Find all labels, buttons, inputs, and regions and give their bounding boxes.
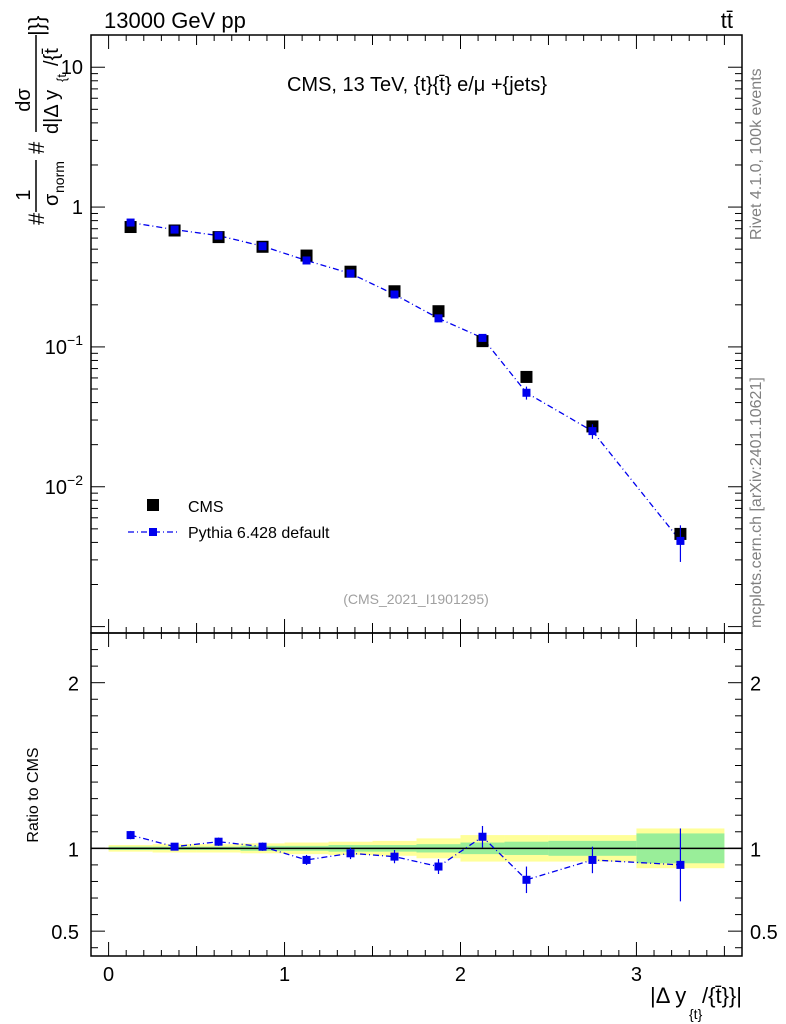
legend: CMS Pythia 6.428 default: [128, 499, 330, 542]
ratio-data-point: [214, 837, 223, 846]
legend-pythia-label: Pythia 6.428 default: [188, 525, 330, 542]
pythia-series-line: [130, 221, 681, 542]
ratio-y-tick-label-right: 1: [750, 839, 761, 861]
pythia-data-point: [390, 290, 399, 299]
xlabel-tbar: /{t̄}}|: [702, 983, 742, 1008]
pythia-data-point: [170, 225, 179, 234]
ratio-y-axis-label: Ratio to CMS: [25, 747, 42, 842]
analysis-tag: (CMS_2021_I1901295): [343, 591, 489, 607]
main-y-tick-label: 10−2: [45, 472, 83, 499]
main-panel-axes: 10 1 10−1 10−2: [45, 34, 743, 634]
x-tick-label: 2: [455, 964, 466, 986]
pythia-data-point: [434, 314, 443, 323]
ratio-series-line: [130, 834, 681, 881]
process-label: tt̄: [721, 8, 733, 33]
cms-data-point: [520, 370, 533, 383]
ratio-data-point: [434, 862, 443, 871]
main-y-axis-label: # 1 σ norm # dσ d|Δ y {t /{t̄ |}}: [13, 16, 69, 225]
ratio-data-point: [126, 831, 135, 840]
xlabel-sub-t: {t}: [689, 1006, 703, 1022]
energy-label: 13000 GeV pp: [104, 8, 246, 33]
ylabel-slash-tbar: /{t̄: [41, 48, 63, 66]
mcplots-label: mcplots.cern.ch [arXiv:2401.10621]: [748, 377, 765, 628]
pythia-data-point: [676, 536, 685, 545]
pythia-data-point: [478, 333, 487, 342]
ylabel-sigma: σ: [41, 193, 63, 206]
x-tick-label: 0: [103, 964, 114, 986]
ratio-data-point: [522, 875, 531, 884]
plot-title: CMS, 13 TeV, {t}{t̄} e/μ +{jets}: [287, 74, 547, 96]
main-panel-frame: [90, 34, 743, 634]
main-y-tick-label: 1: [72, 197, 83, 219]
ratio-y-tick-label-right: 2: [750, 674, 761, 696]
ratio-y-tick-label-left: 0.5: [51, 922, 79, 944]
ratio-data-point: [302, 855, 311, 864]
ratio-y-tick-label-left: 1: [68, 839, 79, 861]
legend-pythia-marker: [149, 528, 157, 536]
ratio-panel-frame: [90, 632, 743, 957]
ratio-data-point: [390, 852, 399, 861]
legend-cms-marker: [147, 499, 159, 511]
ratio-y-tick-label-right: 0.5: [750, 922, 778, 944]
x-axis-label: |Δ y {t} /{t̄}}|: [650, 983, 742, 1022]
cms-data-point: [124, 221, 137, 234]
cms-data-point: [432, 305, 445, 318]
ylabel-norm: norm: [51, 161, 67, 193]
ylabel-d-delta-y: d|Δ y: [41, 90, 63, 134]
ylabel-one: 1: [13, 189, 35, 200]
ratio-panel-marks: [126, 825, 685, 902]
x-tick-label: 1: [279, 964, 290, 986]
ratio-data-point: [258, 842, 267, 851]
pythia-data-point: [214, 231, 223, 240]
ylabel-dsigma: dσ: [13, 88, 35, 112]
ratio-data-point: [478, 832, 487, 841]
ratio-data-point: [588, 855, 597, 864]
main-y-tick-label: 10−1: [45, 332, 83, 359]
pythia-data-point: [346, 269, 355, 278]
ratio-data-point: [170, 842, 179, 851]
main-panel-marks: [124, 218, 687, 562]
ylabel-hash-2: #: [24, 141, 49, 154]
ylabel-sub-t: {t: [54, 74, 69, 82]
pythia-data-point: [588, 427, 597, 436]
rivet-version-label: Rivet 4.1.0, 100k events: [748, 68, 765, 240]
ylabel-close: |}}: [24, 16, 49, 36]
pythia-data-point: [258, 242, 267, 251]
ratio-data-point: [346, 849, 355, 858]
pythia-data-point: [302, 256, 311, 265]
x-tick-label: 3: [631, 964, 642, 986]
pythia-data-point: [522, 388, 531, 397]
pythia-data-point: [126, 218, 135, 227]
ylabel-hash-1: #: [24, 212, 49, 225]
main-y-tick-label: 10: [61, 57, 83, 79]
ratio-data-point: [676, 860, 685, 869]
ratio-panel-axes: 0 1 2 3 2 2 1 1 0.5 0.5: [51, 632, 778, 986]
legend-cms-label: CMS: [188, 499, 224, 516]
xlabel-delta-y: |Δ y: [650, 983, 686, 1008]
ratio-y-tick-label-left: 2: [68, 674, 79, 696]
